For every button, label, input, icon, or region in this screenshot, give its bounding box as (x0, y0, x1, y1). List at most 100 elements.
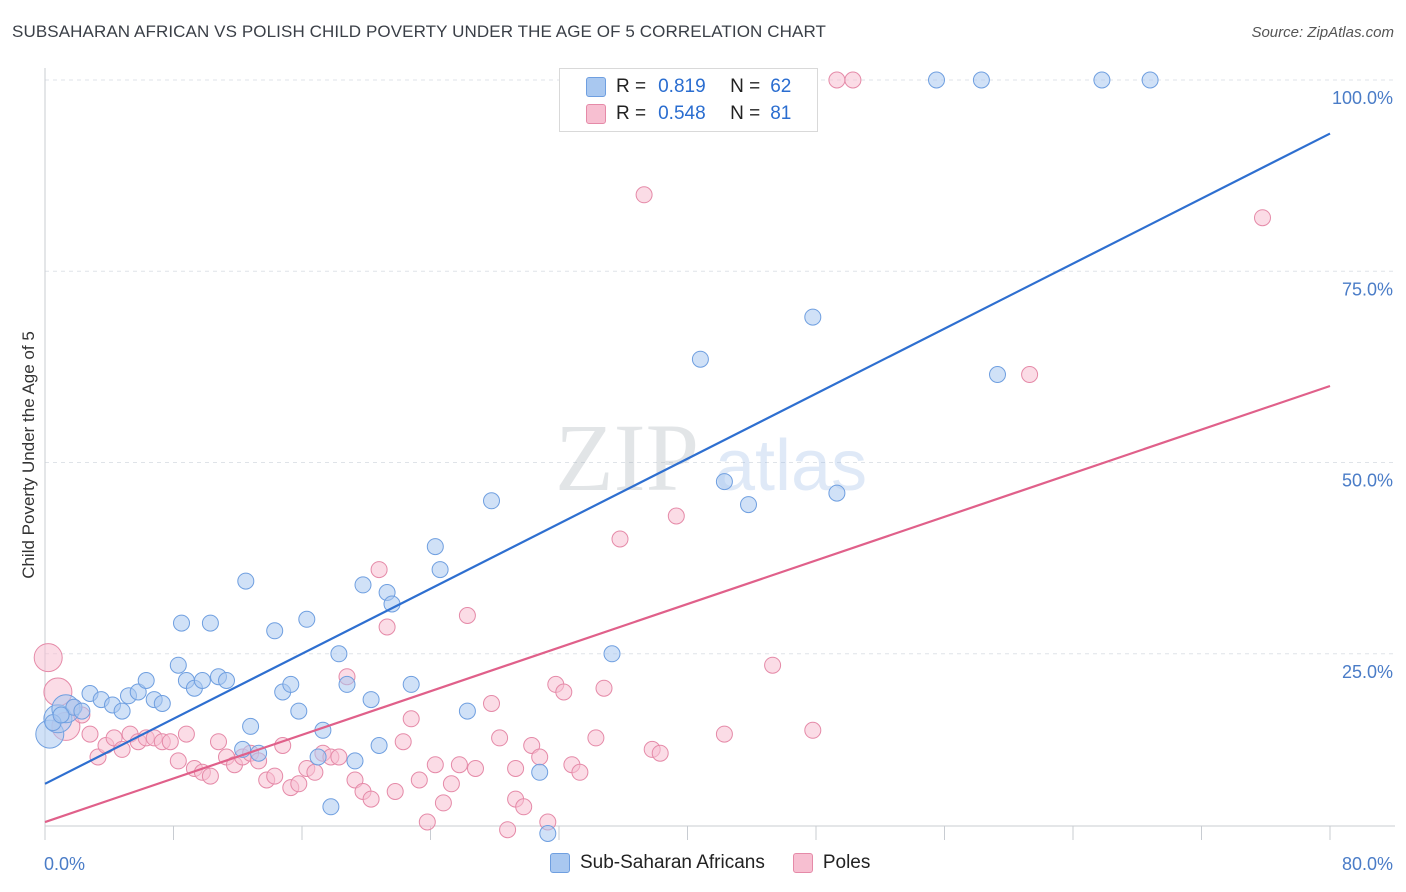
ssa-point[interactable] (715, 473, 733, 491)
poles-point[interactable] (1254, 209, 1271, 227)
ssa-point[interactable] (1093, 71, 1111, 89)
series-legend-ssa[interactable]: Sub-Saharan Africans (550, 852, 765, 874)
poles-point[interactable] (450, 756, 468, 774)
poles-point[interactable] (804, 721, 822, 739)
poles-point[interactable] (458, 607, 476, 624)
ssa-point[interactable] (73, 702, 91, 720)
x-tick-labels: 0.0% 80.0% (44, 854, 1393, 874)
ssa-point[interactable] (322, 798, 340, 816)
poles-point[interactable] (555, 683, 573, 701)
poles-point[interactable] (667, 507, 685, 525)
legend-r-label: R = (616, 103, 647, 124)
poles-point[interactable] (266, 767, 284, 785)
poles-point[interactable] (362, 790, 380, 808)
poles-point[interactable] (483, 695, 500, 712)
poles-point[interactable] (635, 186, 653, 204)
poles-point[interactable] (828, 71, 846, 89)
gridlines (45, 79, 1395, 655)
poles-point[interactable] (442, 775, 460, 793)
poles-point[interactable] (587, 729, 605, 747)
poles-point[interactable] (386, 783, 404, 800)
poles-point[interactable] (410, 771, 428, 789)
poles-point[interactable] (571, 763, 589, 781)
poles-point[interactable] (169, 752, 187, 770)
ssa-point[interactable] (137, 672, 155, 689)
poles-point[interactable] (595, 679, 613, 697)
poles-point[interactable] (1021, 366, 1039, 383)
poles-point[interactable] (651, 744, 669, 762)
poles-point[interactable] (330, 748, 348, 766)
ssa-point[interactable] (740, 496, 757, 514)
poles-point[interactable] (491, 729, 509, 747)
legend-r-label: R = (616, 76, 647, 97)
poles-point[interactable] (33, 643, 63, 673)
ssa-point[interactable] (309, 748, 327, 766)
ssa-point[interactable] (266, 622, 284, 640)
ssa-point[interactable] (173, 614, 190, 632)
ssa-point[interactable] (989, 366, 1006, 383)
poles-point[interactable] (764, 656, 782, 674)
ssa-point[interactable] (531, 763, 549, 781)
poles-point[interactable] (274, 737, 292, 754)
ssa-point[interactable] (426, 538, 444, 556)
ssa-point[interactable] (237, 572, 255, 590)
ssa-point[interactable] (1141, 71, 1159, 89)
series-legend-poles[interactable]: Poles (792, 852, 870, 874)
ssa-point[interactable] (354, 576, 372, 594)
poles-point[interactable] (715, 725, 733, 743)
ssa-point[interactable] (113, 702, 131, 720)
ssa-point[interactable] (603, 645, 621, 663)
ssa-point[interactable] (201, 614, 219, 632)
poles-point[interactable] (394, 733, 412, 751)
poles-point[interactable] (210, 733, 227, 751)
ssa-point[interactable] (691, 350, 709, 368)
poles-point[interactable] (290, 775, 308, 793)
ssa-point[interactable] (242, 717, 260, 735)
ssa-point[interactable] (346, 752, 364, 770)
ssa-point[interactable] (338, 675, 356, 693)
poles-point[interactable] (418, 813, 436, 831)
poles-point[interactable] (177, 725, 195, 743)
poles-point[interactable] (370, 561, 388, 579)
ssa-point[interactable] (458, 702, 476, 720)
poles-point[interactable] (844, 71, 862, 89)
x-tick-label: 80.0% (1342, 854, 1393, 874)
ssa-point[interactable] (370, 737, 388, 754)
ssa-point[interactable] (402, 675, 420, 693)
ssa-point[interactable] (193, 672, 211, 689)
poles-point[interactable] (161, 733, 179, 751)
poles-point[interactable] (81, 725, 99, 743)
ssa-point[interactable] (330, 645, 348, 663)
poles-point[interactable] (531, 748, 549, 766)
poles-point[interactable] (499, 821, 517, 839)
poles-point[interactable] (402, 710, 420, 728)
poles-point[interactable] (611, 530, 629, 548)
poles-point[interactable] (426, 756, 444, 774)
ssa-point[interactable] (169, 656, 187, 674)
poles-point[interactable] (434, 794, 452, 812)
poles-point[interactable] (515, 798, 533, 816)
ssa-point[interactable] (52, 706, 70, 724)
ssa-point[interactable] (383, 595, 401, 613)
ssa-point[interactable] (828, 484, 846, 502)
poles-point[interactable] (378, 618, 396, 636)
poles-point[interactable] (201, 767, 219, 785)
ssa-point[interactable] (290, 702, 308, 720)
ssa-point[interactable] (928, 71, 945, 89)
poles-point[interactable] (467, 760, 484, 777)
ssa-point[interactable] (282, 675, 300, 693)
ssa-point[interactable] (362, 691, 380, 709)
legend-n-value: 81 (770, 103, 792, 124)
ssa-point[interactable] (218, 672, 235, 689)
series-swatch-poles (792, 853, 813, 873)
poles-point[interactable] (507, 760, 525, 777)
ssa-point[interactable] (972, 71, 990, 89)
ssa-point[interactable] (804, 308, 822, 326)
x-tick-label: 0.0% (44, 854, 85, 874)
ssa-point[interactable] (431, 561, 449, 579)
poles-point[interactable] (306, 763, 324, 781)
ssa-point[interactable] (483, 492, 500, 510)
ssa-point[interactable] (298, 610, 316, 628)
ssa-point[interactable] (153, 695, 171, 712)
ssa-point[interactable] (539, 825, 557, 842)
